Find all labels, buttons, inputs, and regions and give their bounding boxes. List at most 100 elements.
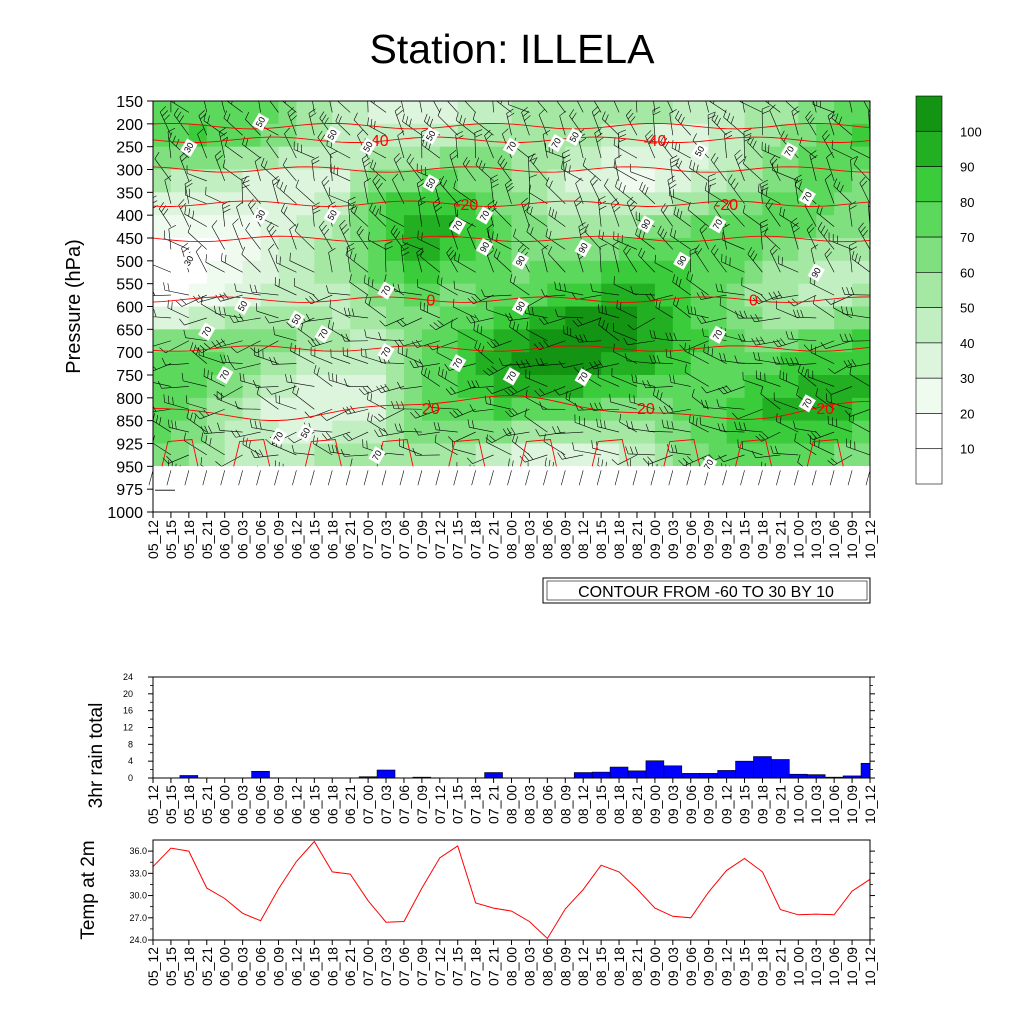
wind-barb-flag	[760, 179, 768, 185]
wind-barb-flag	[794, 174, 802, 180]
wind-barb	[508, 104, 530, 113]
wind-barb-flag	[190, 342, 194, 350]
temp-x-tick-label: 08_15	[593, 947, 609, 986]
humidity-cell	[690, 420, 710, 444]
wind-barb-flag	[694, 307, 697, 316]
humidity-cell	[744, 169, 763, 193]
rain-x-tick-label: 08_12	[575, 785, 591, 824]
surface-barb	[794, 470, 799, 486]
wind-barb	[850, 159, 853, 181]
humidity-label-bg	[323, 125, 341, 144]
wind-barb-flag	[665, 348, 668, 358]
temp-y-axis-label: Temp at 2m	[78, 840, 99, 939]
wind-barb-flag	[409, 118, 412, 127]
humidity-label-bg	[574, 238, 592, 258]
humidity-cell	[690, 215, 710, 239]
humidity-cell	[188, 215, 208, 239]
humidity-cell	[350, 146, 369, 170]
humidity-cell	[188, 443, 208, 466]
wind-barb-flag	[493, 248, 498, 257]
wind-barb	[168, 139, 190, 159]
wind-barb	[173, 114, 190, 136]
humidity-label: 70	[379, 345, 393, 359]
humidity-cell	[296, 397, 315, 422]
wind-barb-flag	[670, 159, 678, 164]
temp-x-tick-label: 08_18	[611, 947, 627, 986]
humidity-cell	[206, 443, 226, 466]
wind-barb-flag	[644, 187, 649, 195]
wind-barb-flag	[618, 182, 622, 190]
wind-barb-flag	[439, 176, 444, 184]
wind-barb-flag	[711, 112, 716, 120]
humidity-label: 50	[254, 115, 268, 129]
wind-barb	[394, 408, 422, 410]
humidity-label-bg	[511, 297, 530, 316]
wind-barb-flag	[416, 178, 424, 184]
wind-barb-flag	[378, 355, 382, 363]
humidity-cell	[403, 283, 423, 307]
humidity-cell	[278, 283, 297, 307]
wind-barb	[413, 363, 440, 369]
wind-barb-flag	[201, 83, 208, 87]
wind-barb	[199, 408, 225, 420]
humidity-label-bg	[637, 215, 655, 234]
wind-barb-flag	[545, 228, 548, 237]
humidity-cell	[260, 283, 279, 307]
humidity-cell	[744, 146, 763, 170]
wind-barb	[344, 454, 369, 457]
wind-barb-flag	[279, 90, 282, 98]
wind-barb	[294, 230, 315, 250]
wind-barb	[225, 145, 243, 159]
wind-barb-flag	[769, 245, 776, 252]
humidity-cell	[314, 420, 333, 444]
humidity-cell	[403, 123, 423, 148]
wind-barb-flag	[242, 136, 245, 145]
wind-barb-flag	[776, 413, 778, 422]
wind-barb-flag	[287, 437, 295, 444]
wind-barb	[328, 252, 333, 273]
humidity-cell	[350, 123, 369, 148]
wind-barb	[705, 101, 709, 113]
humidity-cell	[565, 397, 584, 422]
wind-barb-flag	[596, 418, 598, 427]
wind-barb	[417, 287, 440, 296]
y-tick-label: 1000	[107, 505, 143, 522]
humidity-cell	[314, 352, 333, 376]
wind-barb-flag	[524, 408, 528, 417]
humidity-cell	[350, 283, 369, 307]
humidity-cell	[368, 215, 387, 239]
humidity-cell	[439, 123, 459, 148]
wind-barb	[153, 294, 171, 296]
wind-barb-flag	[839, 333, 844, 342]
wind-barb	[684, 454, 709, 467]
x-tick-label: 09_12	[719, 520, 735, 559]
wind-barb-flag	[668, 405, 674, 413]
wind-barb-flag	[540, 358, 545, 366]
wind-barb-flag	[673, 332, 677, 341]
wind-barb-flag	[245, 111, 250, 120]
wind-barb	[235, 431, 261, 438]
humidity-cell	[314, 306, 333, 330]
wind-barb-flag	[743, 422, 747, 431]
rain-x-tick-label: 10_03	[808, 785, 824, 824]
wind-barb-flag	[225, 92, 227, 100]
humidity-label: 70	[505, 140, 519, 154]
wind-barb	[687, 209, 709, 227]
wind-barb-flag	[672, 375, 675, 384]
humidity-cell	[206, 101, 226, 125]
humidity-cell	[439, 443, 459, 466]
wind-barb	[153, 386, 154, 387]
humidity-cell	[475, 260, 495, 285]
wind-barb-flag	[523, 454, 530, 462]
wind-barb-flag	[171, 301, 173, 310]
wind-barb	[592, 291, 620, 296]
colorbar-label: 70	[960, 230, 974, 245]
wind-barb-flag	[420, 248, 424, 257]
wind-barb-flag	[367, 277, 370, 286]
wind-barb-flag	[791, 222, 799, 228]
humidity-cell	[296, 169, 315, 193]
temp-x-tick-label: 06_21	[342, 947, 358, 986]
humidity-label: 90	[514, 300, 528, 314]
wind-barb-flag	[783, 134, 788, 142]
